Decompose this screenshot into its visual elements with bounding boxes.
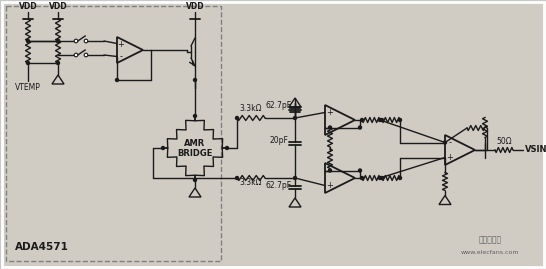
Circle shape — [56, 40, 60, 43]
Text: 3.3kΩ: 3.3kΩ — [240, 104, 262, 113]
Circle shape — [27, 62, 29, 65]
Circle shape — [443, 141, 447, 144]
Text: 62.7pF: 62.7pF — [266, 181, 292, 190]
Text: BRIDGE: BRIDGE — [177, 148, 213, 158]
Circle shape — [74, 53, 78, 57]
Circle shape — [329, 126, 331, 129]
Circle shape — [27, 40, 29, 43]
Circle shape — [378, 176, 382, 179]
Circle shape — [381, 119, 383, 122]
Text: +: + — [447, 153, 453, 162]
Circle shape — [378, 119, 382, 122]
Text: VTEMP: VTEMP — [15, 83, 41, 92]
Text: 50Ω: 50Ω — [496, 137, 512, 146]
Circle shape — [359, 169, 361, 172]
Text: 20pF: 20pF — [270, 136, 288, 145]
Circle shape — [235, 176, 239, 179]
Circle shape — [235, 116, 239, 119]
Circle shape — [193, 179, 197, 182]
Text: 3.3kΩ: 3.3kΩ — [240, 178, 262, 187]
Circle shape — [74, 39, 78, 43]
Text: www.elecfans.com: www.elecfans.com — [461, 250, 519, 254]
FancyBboxPatch shape — [2, 2, 544, 267]
Text: ADA4571: ADA4571 — [15, 242, 69, 252]
Circle shape — [193, 79, 197, 82]
Circle shape — [294, 116, 296, 119]
Circle shape — [294, 176, 296, 179]
Circle shape — [193, 115, 197, 118]
Circle shape — [56, 62, 60, 65]
Text: VDD: VDD — [49, 2, 67, 11]
Text: AMR: AMR — [185, 140, 206, 148]
Text: VSIN: VSIN — [525, 146, 546, 154]
Circle shape — [84, 53, 88, 57]
Text: -: - — [448, 138, 452, 147]
Text: +: + — [327, 108, 334, 117]
Text: -: - — [329, 123, 331, 132]
Circle shape — [329, 169, 331, 172]
Circle shape — [360, 119, 364, 122]
Circle shape — [162, 147, 164, 150]
Text: -: - — [120, 52, 122, 61]
Text: -: - — [329, 166, 331, 175]
Text: VDD: VDD — [186, 2, 204, 11]
Text: +: + — [327, 181, 334, 190]
Circle shape — [56, 40, 60, 43]
Circle shape — [360, 176, 364, 179]
Circle shape — [116, 79, 118, 82]
Text: 电子发烧友: 电子发烧友 — [478, 235, 502, 245]
Circle shape — [381, 176, 383, 179]
Circle shape — [84, 39, 88, 43]
Text: 62.7pF: 62.7pF — [266, 101, 292, 110]
Text: +: + — [117, 40, 124, 49]
Circle shape — [399, 119, 401, 122]
Circle shape — [225, 147, 228, 150]
Circle shape — [399, 176, 401, 179]
Circle shape — [359, 126, 361, 129]
Text: VDD: VDD — [19, 2, 37, 11]
